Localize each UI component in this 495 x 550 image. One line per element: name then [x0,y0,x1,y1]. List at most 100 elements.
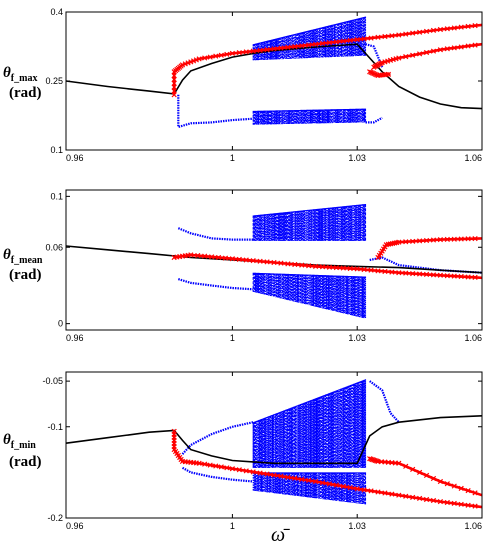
chart-panel-1: 0.96 1 1.03 1.06 0.1 0.25 0.4 θf_max(rad) [3,7,483,163]
alternate-point [278,45,284,51]
y-axis-label-subscript: f_max [11,73,38,84]
alternate-point [333,265,340,271]
x-tick-label: 1 [230,521,235,531]
y-axis-unit: (rad) [9,454,42,470]
alternate-point [410,270,416,277]
alternate-point [472,503,478,509]
alternate-point [396,460,402,466]
y-tick-label: 0.06 [45,242,63,252]
alternate-point [368,488,374,494]
y-tick-label: -0.1 [47,422,63,432]
alternate-point [340,38,346,44]
alternate-point [416,29,423,35]
x-tick-label: 1 [230,333,235,343]
alternate-point [196,56,202,62]
alternate-point [437,26,444,33]
alternate-point [354,266,360,272]
alternate-point [319,264,326,270]
alternate-branch-series [371,42,483,70]
alternate-point [361,36,367,42]
chaotic-edge-series [369,380,400,423]
y-axis-label-symbol: θ [3,65,11,81]
alternate-branch-series [375,235,483,261]
alternate-point [382,268,388,275]
alternate-point [389,33,395,39]
alternate-point [271,46,277,52]
x-tick-label: 1.06 [464,333,482,343]
alternate-point [306,42,312,48]
alternate-point [333,39,340,45]
alternate-point [472,23,478,29]
alternate-point [292,475,298,481]
alternate-point [458,236,464,242]
alternate-point [416,469,423,475]
alternate-point [243,468,249,474]
alternate-point [430,48,437,54]
alternate-point [416,495,423,502]
y-tick-label: 0.1 [50,145,63,155]
alternate-point [389,269,395,275]
alternate-point [472,274,478,281]
alternate-point [465,488,471,494]
stable-branch-series [65,245,483,274]
alternate-point [451,500,457,507]
x-tick-label: 1.03 [348,521,366,531]
alternate-point [278,473,284,479]
alternate-point [472,490,478,496]
alternate-point [437,498,444,505]
alternate-point [319,480,326,486]
alternate-point [215,254,222,261]
chaotic-edge-series [181,421,254,455]
alternate-point [264,471,270,477]
chaotic-band-upper [252,204,367,241]
alternate-point [403,53,409,60]
alternate-point [229,466,236,472]
alternate-point [171,73,177,79]
chaotic-band-lower [252,108,367,125]
alternate-point [396,270,402,276]
alternate-point [458,485,464,491]
alternate-point [312,41,319,47]
alternate-point [250,469,256,475]
chaotic-edge-series [177,227,254,241]
alternate-point [347,265,353,272]
alternate-point [202,253,208,259]
alternate-point [171,80,177,86]
y-axis-unit: (rad) [9,267,42,283]
alternate-point [444,499,450,506]
y-axis-label-symbol: θ [3,247,11,263]
alternate-point [236,467,242,473]
alternate-point [430,272,437,278]
alternate-point [396,55,402,61]
alternate-point [403,239,409,245]
alternate-point [396,32,402,38]
x-tick-label: 0.96 [66,521,84,531]
alternate-point [423,237,430,244]
alternate-point [444,481,450,487]
alternate-point [375,489,381,495]
alternate-point [437,272,444,278]
chaotic-edge-series [177,278,254,291]
alternate-branch-series [171,23,483,98]
alternate-point [285,44,291,50]
alternate-branch-series [367,456,483,497]
alternate-point [229,50,236,57]
alternate-point [271,259,277,266]
alternate-point [375,34,381,40]
y-axis-label: θf_mean [3,247,43,266]
x-tick-label: 1 [230,153,235,163]
alternate-point [472,235,478,242]
y-axis-label-subscript: f_min [11,440,36,451]
alternate-point [361,266,367,273]
y-tick-label: 0.25 [45,76,63,86]
alternate-point [368,35,374,41]
alternate-point [213,53,219,59]
chaotic-band-lower [252,272,367,319]
x-tick-label: 1.03 [348,153,366,163]
alternate-point [396,239,402,245]
alternate-point [202,55,208,61]
alternate-point [306,477,312,484]
alternate-point [403,463,409,469]
alternate-point [437,47,444,53]
